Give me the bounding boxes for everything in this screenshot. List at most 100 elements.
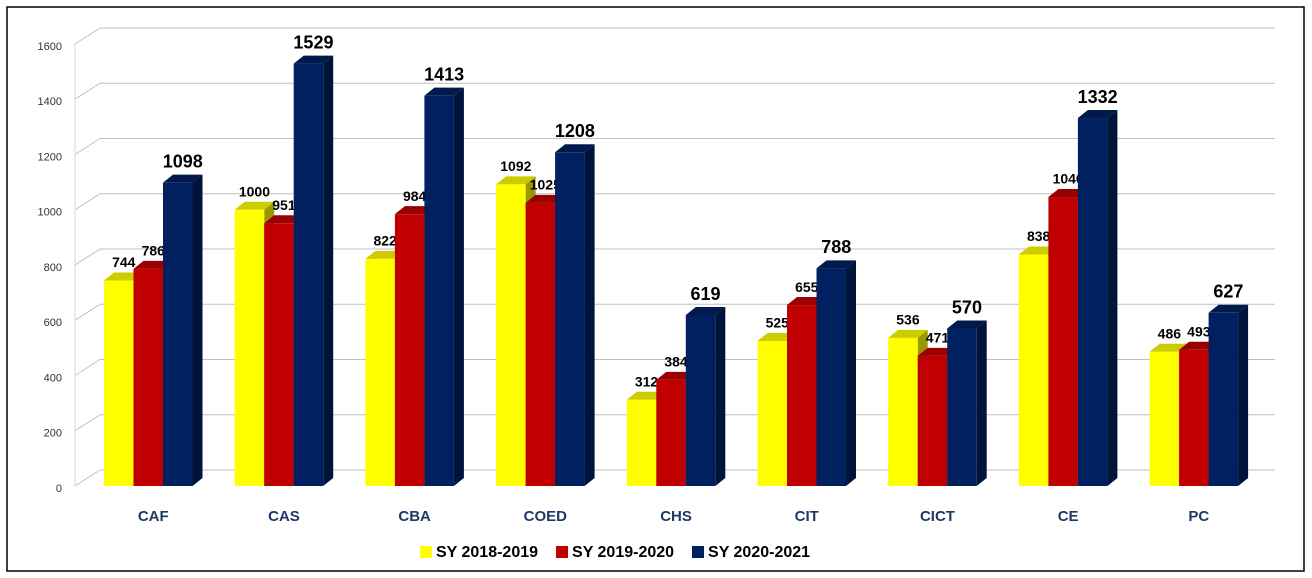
value-label: 1000 xyxy=(239,183,270,199)
bar-top xyxy=(424,87,464,96)
y-tick-label: 800 xyxy=(44,262,62,274)
value-label: 384 xyxy=(664,354,688,370)
value-label: 788 xyxy=(821,237,851,257)
bar xyxy=(555,152,585,487)
bar xyxy=(917,355,948,486)
x-tick-label: CAS xyxy=(268,508,300,525)
value-label: 1025 xyxy=(530,177,561,193)
grid-line-side xyxy=(74,248,101,266)
bar xyxy=(1179,349,1209,486)
bar xyxy=(293,63,324,487)
bar xyxy=(424,95,454,486)
bar xyxy=(1077,118,1108,486)
value-label: 1332 xyxy=(1078,87,1118,107)
bar xyxy=(1208,312,1239,486)
bar xyxy=(888,337,918,486)
bar-top xyxy=(163,174,203,183)
bar-side xyxy=(192,174,203,487)
grid-line-side xyxy=(74,469,101,487)
bar-top xyxy=(816,260,856,269)
legend-swatch xyxy=(692,546,705,558)
x-tick-label: CBA xyxy=(398,508,431,525)
bar xyxy=(685,315,716,486)
bar xyxy=(626,399,657,486)
bar xyxy=(656,379,686,486)
bar-top xyxy=(234,201,275,210)
grid-line-side xyxy=(74,138,101,155)
grid-line-side xyxy=(74,303,101,321)
value-label: 312 xyxy=(635,374,659,390)
bar xyxy=(163,182,193,487)
bar xyxy=(104,280,134,486)
value-label: 951 xyxy=(272,197,296,213)
value-label: 627 xyxy=(1213,282,1243,302)
grid-line-side xyxy=(74,82,101,100)
value-label: 744 xyxy=(112,254,136,270)
y-tick-label: 1000 xyxy=(38,207,62,219)
bar-side xyxy=(1107,110,1118,486)
x-tick-label: COED xyxy=(524,508,568,525)
bar-top xyxy=(947,320,987,329)
value-label: 570 xyxy=(952,297,982,317)
bar xyxy=(525,202,556,486)
bar xyxy=(787,305,817,486)
value-label: 1092 xyxy=(500,158,531,174)
x-tick-label: CIT xyxy=(795,508,819,525)
bar-top xyxy=(888,329,928,338)
bar xyxy=(365,258,395,486)
value-label: 1208 xyxy=(555,121,595,141)
bar-side xyxy=(584,144,595,487)
value-label: 619 xyxy=(691,284,721,304)
bar-side xyxy=(453,87,464,486)
bar-top xyxy=(293,55,334,64)
bar xyxy=(757,340,787,486)
legend-label: SY 2019-2020 xyxy=(572,544,674,561)
value-label: 1413 xyxy=(424,64,464,84)
bar xyxy=(1048,197,1078,487)
bar-top xyxy=(555,144,595,153)
x-tick-label: PC xyxy=(1188,508,1209,525)
legend-swatch xyxy=(556,546,569,558)
x-tick-label: CHS xyxy=(660,508,692,525)
value-label: 471 xyxy=(926,330,950,346)
y-tick-label: 600 xyxy=(44,317,62,329)
bar xyxy=(234,209,265,486)
y-tick-label: 400 xyxy=(44,372,62,384)
legend-swatch xyxy=(420,546,432,558)
bar-side xyxy=(323,55,334,487)
bar-top xyxy=(496,176,536,185)
y-tick-label: 200 xyxy=(44,428,62,440)
value-label: 486 xyxy=(1158,325,1182,341)
grid-line-side xyxy=(74,27,101,45)
bar-top xyxy=(1077,110,1118,119)
value-label: 1098 xyxy=(163,151,203,171)
bar xyxy=(1149,351,1180,486)
bar-top xyxy=(1208,304,1249,313)
x-tick-label: CICT xyxy=(920,508,955,525)
bar xyxy=(1018,254,1049,486)
legend-label: SY 2018-2019 xyxy=(436,544,538,561)
value-label: 525 xyxy=(766,315,790,331)
value-label: 838 xyxy=(1027,228,1051,244)
bar xyxy=(133,268,163,486)
bar-side xyxy=(715,307,726,486)
grid-line-side xyxy=(74,359,101,376)
value-label: 786 xyxy=(142,243,166,259)
bar xyxy=(394,214,425,487)
bar-top xyxy=(685,307,726,316)
y-tick-label: 1200 xyxy=(38,151,62,163)
y-tick-label: 1400 xyxy=(38,96,62,108)
bar-side xyxy=(976,320,987,486)
grid-line-side xyxy=(74,414,101,432)
y-tick-label: 1600 xyxy=(38,41,62,53)
bar xyxy=(496,184,526,486)
bar-side xyxy=(846,260,856,486)
bar-side xyxy=(1238,304,1249,486)
value-label: 1529 xyxy=(293,32,333,52)
x-tick-label: CE xyxy=(1058,508,1079,525)
bar xyxy=(264,223,294,486)
legend-label: SY 2020-2021 xyxy=(708,544,810,561)
value-label: 1046 xyxy=(1053,171,1084,187)
bar xyxy=(816,268,846,486)
